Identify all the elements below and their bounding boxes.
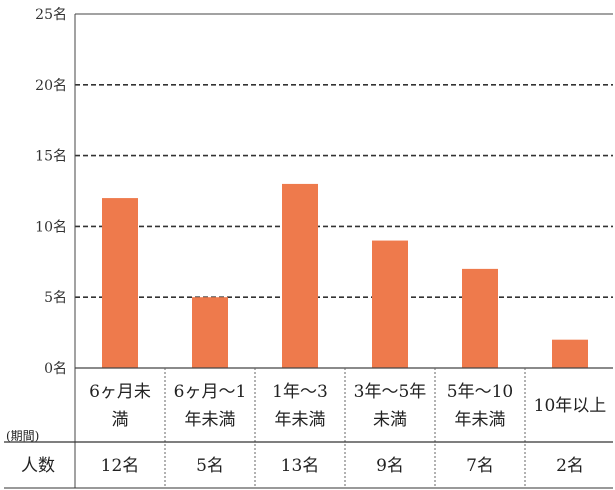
- y-tick-label: 15名: [35, 149, 67, 165]
- bars: [102, 183, 588, 368]
- period-label: (期間): [6, 429, 39, 443]
- y-tick-label: 5名: [44, 290, 67, 306]
- bar: [372, 240, 408, 368]
- category-label: 1年～3: [272, 382, 328, 402]
- category-label: 6ヶ月～1: [174, 382, 247, 402]
- bar: [462, 268, 498, 368]
- bar: [192, 297, 228, 368]
- bar: [102, 198, 138, 368]
- category-label: 6ヶ月未: [89, 382, 151, 402]
- data-label: 2名: [556, 456, 584, 476]
- y-tick-label: 20名: [35, 78, 67, 94]
- count-label: 人数: [21, 456, 55, 476]
- data-label: 13名: [281, 456, 320, 476]
- category-label: 年未満: [455, 410, 506, 430]
- data-label: 9名: [376, 456, 404, 476]
- bar: [552, 339, 588, 368]
- y-tick-label: 10名: [35, 219, 67, 235]
- category-label: 3年～5年: [354, 382, 427, 402]
- category-label: 10年以上: [534, 396, 607, 416]
- grid-lines: [75, 84, 613, 299]
- y-axis-ticks: 0名 5名 10名 15名 20名 25名: [35, 7, 67, 377]
- data-label: 7名: [466, 456, 494, 476]
- data-label: 5名: [196, 456, 224, 476]
- category-label: 5年～10: [447, 382, 513, 402]
- category-label: 未満: [373, 410, 407, 430]
- category-label: 満: [112, 410, 129, 430]
- bar: [282, 183, 318, 368]
- data-label: 12名: [101, 456, 140, 476]
- category-label: 年未満: [185, 410, 236, 430]
- category-label: 年未満: [275, 410, 326, 430]
- y-tick-label: 0名: [44, 361, 67, 377]
- y-tick-label: 25名: [35, 7, 67, 23]
